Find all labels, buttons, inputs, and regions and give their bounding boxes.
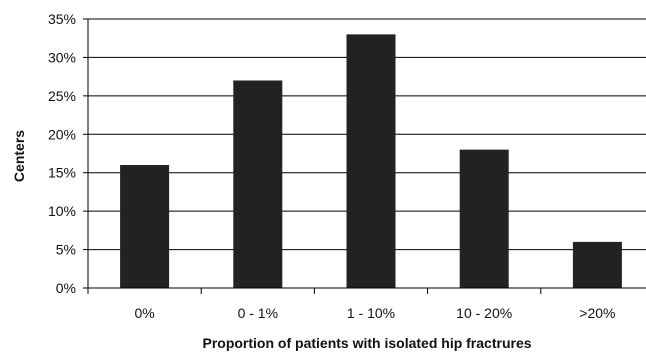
y-tick-label: 10% — [48, 203, 76, 219]
y-tick-label: 30% — [48, 49, 76, 65]
y-axis-ticks: 0% 5% 10% 15% 20% 25% 30% 35% — [48, 11, 88, 296]
bar — [459, 149, 509, 288]
y-tick-label: 5% — [56, 242, 76, 258]
y-tick-label: 25% — [48, 88, 76, 104]
x-axis-ticks: 0% 0 - 1% 1 - 10% 10 - 20% >20% — [87, 288, 616, 321]
bar — [572, 241, 622, 288]
bar — [120, 165, 170, 288]
y-tick-label: 0% — [56, 280, 76, 296]
bar — [233, 80, 283, 288]
x-axis-title: Proportion of patients with isolated hip… — [202, 335, 531, 351]
x-tick-label: 10 - 20% — [456, 305, 512, 321]
y-tick-label: 35% — [48, 11, 76, 27]
y-tick-label: 15% — [48, 165, 76, 181]
bar — [346, 34, 396, 288]
x-tick-label: >20% — [579, 305, 615, 321]
x-tick-label: 0 - 1% — [238, 305, 278, 321]
x-tick-label: 1 - 10% — [347, 305, 395, 321]
y-tick-label: 20% — [48, 126, 76, 142]
y-axis-title: Centers — [11, 130, 27, 182]
x-tick-label: 0% — [134, 305, 154, 321]
bars — [120, 34, 622, 288]
